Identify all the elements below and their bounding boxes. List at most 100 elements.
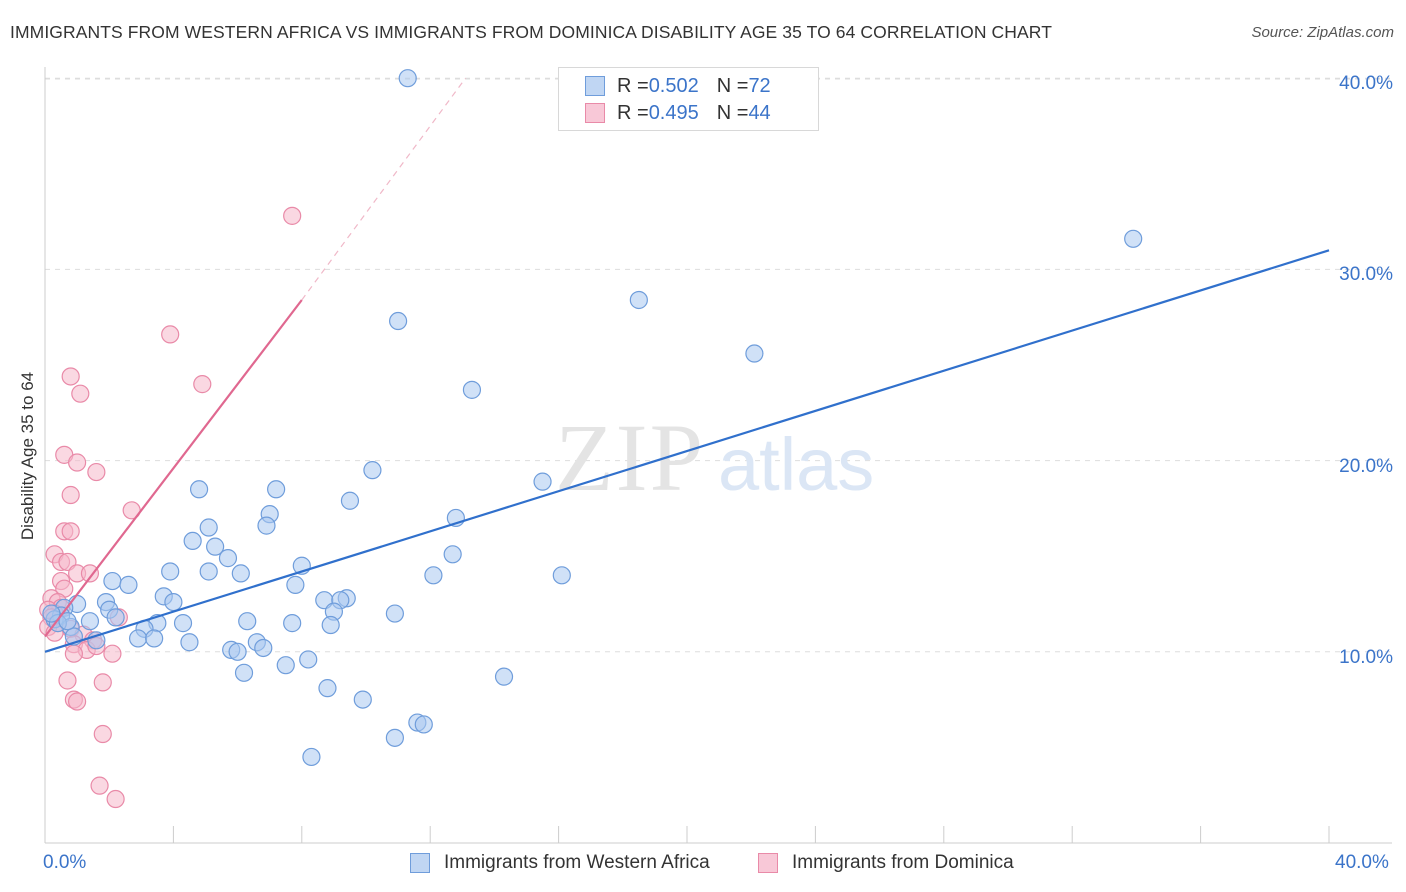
- blue-point: [494, 667, 514, 686]
- blue-point: [106, 608, 125, 627]
- watermark-atlas: atlas: [718, 423, 874, 506]
- legend-row-blue: R = 0.502 N = 72: [585, 73, 771, 99]
- legend-swatch-blue: [585, 76, 605, 96]
- pink-point: [87, 462, 106, 482]
- series-legend-item-pink: Immigrants from Dominica: [758, 852, 1014, 874]
- blue-point: [145, 629, 164, 648]
- series-legend-label-blue: Immigrants from Western Africa: [444, 852, 710, 873]
- blue-point: [231, 564, 250, 583]
- series-legend: Immigrants from Western Africa Immigrant…: [0, 852, 1406, 876]
- pink-point: [90, 776, 109, 795]
- source-credit: Source: ZipAtlas.com: [1251, 24, 1394, 41]
- blue-point: [254, 638, 273, 658]
- watermark: ZIP atlas: [555, 404, 874, 511]
- x-tick-label-min: 0.0%: [43, 852, 87, 873]
- blue-point: [318, 679, 337, 698]
- trend-lines: [44, 77, 1330, 653]
- pink-point: [283, 206, 302, 225]
- y-tick-label: 30.0%: [1339, 264, 1393, 286]
- blue-point: [257, 516, 276, 535]
- blue-point: [321, 615, 340, 635]
- blue-point: [42, 604, 61, 623]
- pink-point: [93, 673, 112, 692]
- pink-point: [71, 384, 90, 403]
- blue-point: [302, 747, 321, 767]
- blue-point: [180, 633, 199, 652]
- blue-point: [424, 566, 443, 585]
- blue-point: [385, 604, 404, 623]
- blue-point: [199, 518, 218, 537]
- legend-n-value-pink: 44: [748, 101, 771, 124]
- blue-point: [80, 612, 100, 631]
- blue-point: [128, 629, 148, 648]
- blue-point: [286, 575, 305, 594]
- blue-point: [1124, 229, 1143, 248]
- blue-point: [389, 311, 408, 331]
- blue-point: [58, 612, 77, 631]
- blue-point: [189, 480, 209, 499]
- trend-line-pink: [44, 299, 303, 638]
- legend-n-value-blue: 72: [748, 74, 771, 97]
- x-tick-label-max: 40.0%: [1335, 852, 1389, 873]
- trend-line-blue: [44, 249, 1330, 653]
- pink-point: [161, 325, 180, 344]
- y-tick-label: 40.0%: [1339, 73, 1393, 95]
- blue-point: [267, 480, 286, 499]
- pink-point: [64, 644, 83, 663]
- blue-point: [414, 715, 433, 734]
- series-legend-swatch-pink: [758, 853, 778, 873]
- blue-point: [552, 566, 571, 585]
- series-legend-label-pink: Immigrants from Dominica: [792, 852, 1014, 873]
- pink-point: [80, 564, 100, 583]
- blue-point: [299, 650, 318, 669]
- blue-point: [164, 592, 183, 612]
- blue-point: [340, 491, 360, 510]
- blue-point: [283, 614, 302, 633]
- watermark-zip: ZIP: [555, 404, 705, 511]
- pink-series-points: [39, 206, 302, 809]
- blue-point: [218, 549, 238, 568]
- blue-point: [206, 537, 225, 556]
- y-tick-label: 20.0%: [1339, 455, 1393, 477]
- blue-point: [161, 562, 180, 581]
- blue-point: [238, 612, 257, 631]
- pink-point: [61, 367, 80, 386]
- blue-point: [199, 562, 218, 581]
- blue-point: [462, 380, 482, 399]
- blue-point: [228, 642, 247, 661]
- stats-legend: R = 0.502 N = 72 R = 0.495 N = 44: [558, 67, 819, 131]
- legend-r-label: R =: [617, 101, 649, 124]
- blue-point: [173, 614, 193, 633]
- chart-title: IMMIGRANTS FROM WESTERN AFRICA VS IMMIGR…: [10, 22, 1053, 42]
- blue-point: [353, 690, 372, 709]
- blue-point: [398, 69, 417, 88]
- blue-point: [385, 728, 404, 747]
- pink-point: [61, 485, 80, 505]
- legend-r-label: R =: [617, 74, 649, 97]
- blue-point: [363, 461, 382, 480]
- legend-row-pink: R = 0.495 N = 44: [585, 100, 771, 126]
- blue-point: [276, 656, 295, 675]
- pink-point: [61, 522, 80, 541]
- legend-r-value-pink: 0.495: [648, 101, 699, 124]
- blue-point: [629, 290, 648, 310]
- pink-point: [67, 692, 87, 711]
- series-legend-swatch-blue: [410, 853, 430, 873]
- legend-n-label: N =: [716, 101, 749, 124]
- axes: [44, 67, 1392, 844]
- legend-n-label: N =: [716, 74, 749, 97]
- legend-r-value-blue: 0.502: [648, 74, 699, 97]
- blue-point: [533, 472, 552, 491]
- blue-point: [103, 571, 122, 591]
- blue-point: [183, 531, 202, 551]
- blue-point: [745, 344, 764, 363]
- pink-point: [106, 789, 125, 809]
- blue-point: [234, 663, 254, 682]
- pink-point: [103, 644, 122, 663]
- pink-point: [58, 671, 77, 690]
- y-tick-label: 10.0%: [1339, 646, 1393, 668]
- legend-swatch-pink: [585, 103, 605, 123]
- pink-point: [93, 724, 112, 744]
- blue-series-points: [42, 69, 1143, 767]
